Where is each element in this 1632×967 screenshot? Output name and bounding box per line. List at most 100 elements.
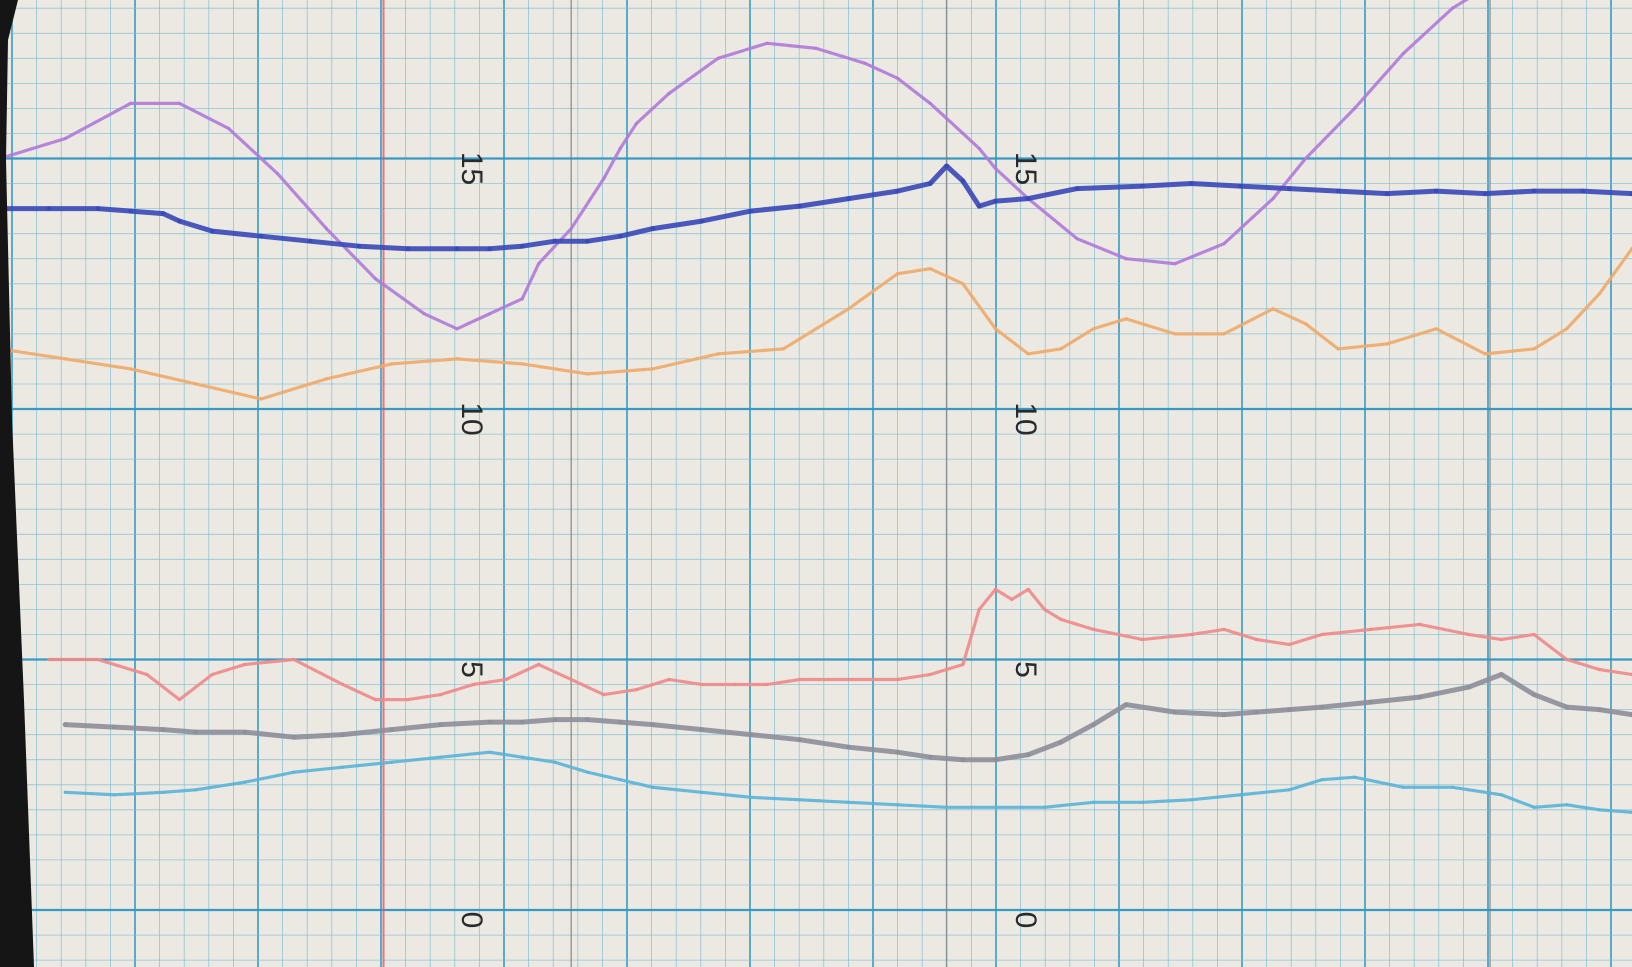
series-3-point: [896, 272, 900, 276]
series-2-point: [1140, 183, 1145, 189]
series-2-point: [1335, 188, 1341, 194]
series-2-point: [1237, 183, 1243, 189]
series-4-point: [602, 693, 606, 697]
series-1-point: [177, 101, 182, 105]
series-5-point: [193, 729, 199, 735]
series-6-point: [488, 750, 492, 754]
series-5-point: [1254, 709, 1259, 715]
tick-label-col1-15: 15: [455, 152, 488, 185]
series-3-point: [1173, 332, 1177, 336]
series-6-point: [1091, 800, 1095, 804]
series-2-point: [160, 211, 166, 217]
series-5-point: [242, 729, 248, 735]
series-5-point: [1368, 699, 1374, 705]
series-3-point: [585, 372, 590, 376]
series-2-point: [46, 206, 52, 212]
series-4-point: [1369, 627, 1373, 632]
series-5-point: [111, 724, 117, 730]
series-1-point: [422, 312, 426, 316]
series-2-point: [1580, 188, 1586, 194]
series-3-point: [1222, 332, 1226, 336]
series-2-point: [927, 181, 933, 186]
series-3-point: [324, 377, 328, 381]
series-3-point: [520, 362, 524, 366]
series-4-point: [896, 677, 900, 682]
series-3-point: [194, 382, 198, 386]
series-5-point: [1319, 704, 1325, 710]
series-6-point: [1450, 785, 1455, 789]
series-6-point: [243, 780, 247, 784]
series-5-point: [1499, 672, 1504, 677]
series-1-point: [1353, 106, 1357, 110]
series-4-point: [47, 657, 51, 662]
series-6-point: [1401, 785, 1406, 789]
series-5-point: [552, 717, 558, 722]
series-6-point: [1042, 805, 1047, 809]
series-2-point: [976, 203, 982, 209]
series-5-point: [1597, 707, 1602, 712]
series-1-point: [618, 146, 622, 151]
series-1-point: [1124, 257, 1128, 261]
series-5-point: [585, 717, 590, 722]
series-layer: [0, 0, 1632, 814]
series-5-point: [62, 722, 68, 727]
series-3-point: [961, 282, 965, 286]
series-1-point: [537, 262, 541, 266]
series-2-point: [1531, 188, 1537, 194]
series-2-point: [650, 226, 656, 232]
series-4-point: [798, 677, 802, 682]
series-5-point: [650, 722, 656, 727]
series-3-point: [1336, 347, 1340, 351]
series-5-point: [1417, 694, 1423, 700]
tick-label-col2-5: 5: [1009, 661, 1042, 678]
series-6-point: [194, 788, 198, 792]
tick-label-col1-0: 0: [455, 912, 488, 929]
series-3-point: [1532, 347, 1536, 351]
series-6-point: [439, 755, 443, 759]
series-4-point: [1255, 637, 1259, 642]
series-2-point: [552, 238, 558, 244]
series-4-point: [1418, 622, 1422, 627]
series-4-point: [1532, 632, 1536, 637]
series-2-point: [1286, 186, 1292, 192]
series-3-point: [259, 397, 263, 401]
series-4-point: [341, 682, 345, 687]
series-2-point: [1189, 181, 1194, 186]
series-5-point: [487, 719, 492, 725]
series-6-point: [945, 805, 949, 809]
series-3-point: [1597, 292, 1601, 296]
series-3-point: [716, 352, 720, 356]
series-4-point: [1042, 607, 1047, 612]
series-1-point: [275, 171, 279, 176]
series-1-point: [667, 91, 671, 95]
series-2-point: [128, 208, 134, 214]
series-5-point: [993, 757, 998, 763]
series-3-point: [455, 357, 459, 361]
series-6-point: [1189, 798, 1193, 802]
series-2-point: [1629, 191, 1632, 196]
series-2-point: [699, 218, 705, 224]
series-3-point: [928, 267, 932, 271]
series-6-point: [520, 755, 524, 759]
series-3-point: [1565, 327, 1569, 331]
series-1-point: [993, 166, 998, 171]
series-4-point: [667, 677, 671, 682]
series-5-point: [1025, 752, 1031, 758]
series-2-point: [895, 188, 900, 194]
series-2-point: [1482, 191, 1488, 197]
series-6-point: [1353, 775, 1357, 779]
series-5-point: [1564, 704, 1570, 710]
series-line-5: [62, 672, 1632, 763]
series-2-point: [95, 206, 101, 212]
series-1-point: [634, 121, 639, 125]
series-4-point: [993, 587, 998, 592]
series-4-point: [177, 698, 182, 702]
series-1-point: [520, 297, 524, 301]
tick-label-col2-10: 10: [1009, 402, 1042, 435]
series-5-point: [617, 719, 623, 725]
tick-labels: 15 10 5 0 15 10 5 0: [455, 152, 1042, 929]
series-6-point: [1320, 778, 1324, 782]
series-6-point: [1238, 793, 1242, 797]
